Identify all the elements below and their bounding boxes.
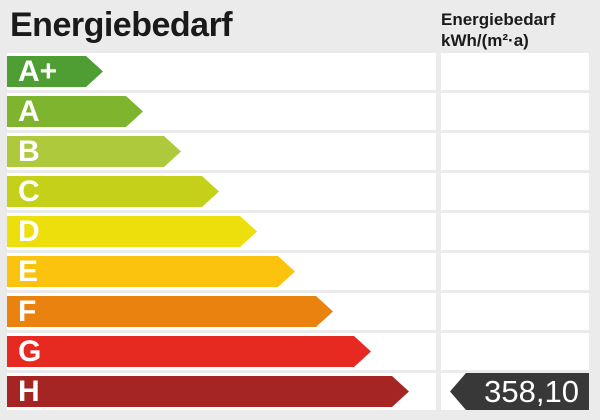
scale-row-a-plus: A+ [7, 53, 589, 90]
unit-header: Energiebedarf kWh/(m²·a) [441, 9, 555, 51]
value-column-cell: 358,10 [441, 373, 589, 410]
scale-row-f: F [7, 293, 589, 330]
scale-row-c: C [7, 173, 589, 210]
unit-header-line1: Energiebedarf [441, 10, 556, 29]
band-track: H [7, 373, 436, 410]
scale-row-e: E [7, 253, 589, 290]
band-arrow-g: G [7, 336, 371, 367]
band-label: A+ [18, 55, 58, 88]
band-arrow-d: D [7, 216, 257, 247]
value-column-cell [441, 93, 589, 130]
value-column-cell [441, 253, 589, 290]
band-label: G [18, 335, 42, 368]
value-column-cell [441, 293, 589, 330]
value-column-cell [441, 333, 589, 370]
band-arrow-f: F [7, 296, 333, 327]
band-label: D [18, 215, 40, 248]
value-column-cell [441, 173, 589, 210]
band-arrow-a-plus: A+ [7, 56, 103, 87]
band-track: D [7, 213, 436, 250]
scale-row-b: B [7, 133, 589, 170]
band-arrow-h: H [7, 376, 409, 407]
value-column-cell [441, 53, 589, 90]
band-track: G [7, 333, 436, 370]
band-track: F [7, 293, 436, 330]
band-arrow-e: E [7, 256, 295, 287]
band-label: H [18, 375, 40, 408]
scale-row-g: G [7, 333, 589, 370]
value-column-cell [441, 133, 589, 170]
band-arrow-a: A [7, 96, 143, 127]
band-track: B [7, 133, 436, 170]
scale-row-d: D [7, 213, 589, 250]
band-track: C [7, 173, 436, 210]
band-label: C [18, 175, 40, 208]
scale-row-a: A [7, 93, 589, 130]
band-track: E [7, 253, 436, 290]
band-arrow-c: C [7, 176, 219, 207]
scale-row-h: H 358,10 [7, 373, 589, 410]
unit-header-line2: kWh/(m²·a) [441, 31, 529, 50]
band-arrow-b: B [7, 136, 181, 167]
band-track: A+ [7, 53, 436, 90]
band-track: A [7, 93, 436, 130]
energy-scale: A+ A B C D [7, 53, 589, 410]
band-label: F [18, 295, 37, 328]
value-indicator-tag: 358,10 [450, 373, 589, 410]
band-label: A [18, 95, 40, 128]
page-title: Energiebedarf [10, 6, 233, 44]
band-label: E [18, 255, 39, 288]
value-text: 358,10 [484, 374, 579, 409]
band-label: B [18, 135, 40, 168]
value-column-cell [441, 213, 589, 250]
